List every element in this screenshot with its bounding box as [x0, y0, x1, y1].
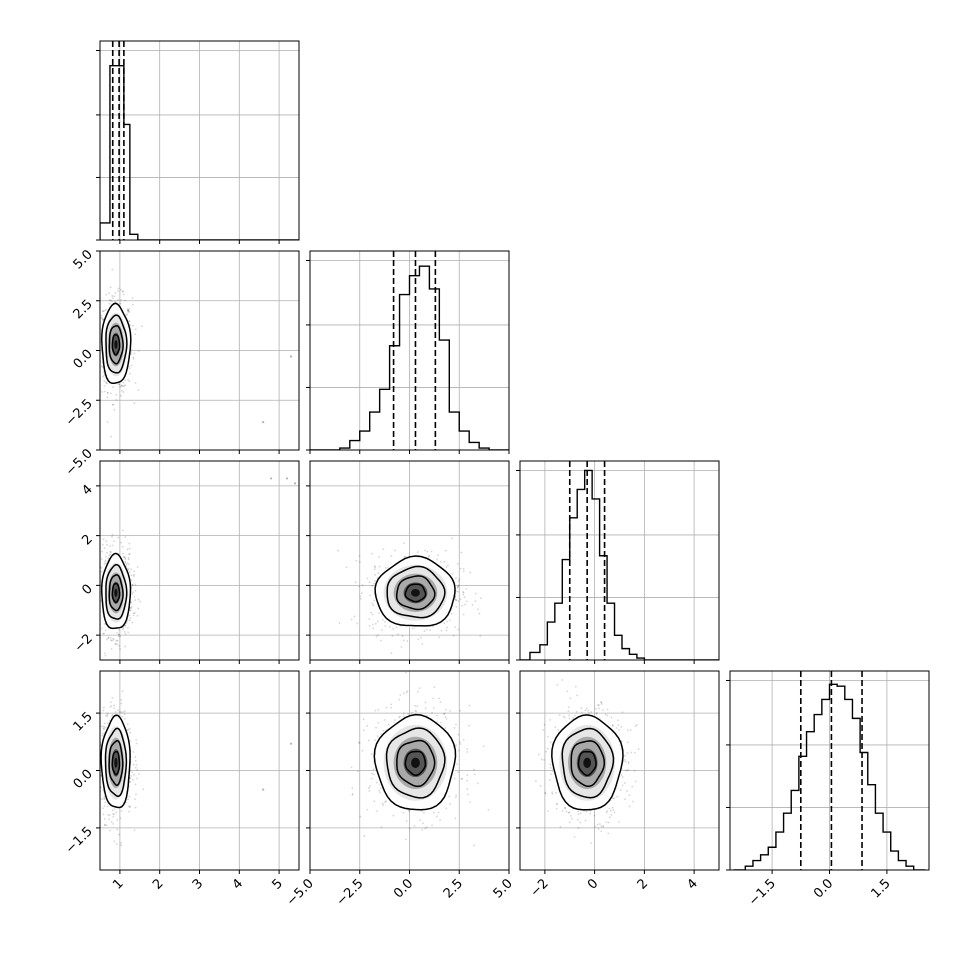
y-tick-label: 0.0 [71, 767, 96, 792]
x-tick-label: 0 [585, 876, 601, 892]
x-tick-label: −2 [528, 876, 552, 900]
contour-line-2 [570, 740, 606, 788]
outlier-point [262, 421, 265, 424]
x-tick-label: 3 [190, 876, 206, 892]
outlier-point [262, 788, 265, 791]
axes-frame [519, 460, 720, 661]
outlier-point [270, 477, 273, 480]
y-tick-label: 2.5 [71, 297, 96, 322]
histogram-panel-1 [306, 250, 510, 454]
contour-line-2 [108, 325, 124, 365]
histogram-panel-3: −1.5 0.0 1.5 [726, 670, 930, 909]
outlier-point [293, 482, 297, 485]
contour-line-2 [108, 740, 124, 787]
contour-line-1 [105, 314, 128, 374]
y-tick-label: −5.0 [63, 446, 96, 479]
density-level [114, 340, 118, 349]
x-tick-label: 2 [635, 876, 651, 892]
histogram-step-3 [733, 683, 926, 870]
contour-line-2 [108, 574, 124, 612]
contour-line-0 [374, 555, 456, 627]
density-panel-2-0: 4 2 0 −2 [72, 460, 300, 664]
contour-line-1 [561, 727, 615, 799]
density-level [114, 588, 118, 597]
y-tick-label: 2 [79, 532, 95, 548]
x-tick-label: 0.0 [391, 876, 416, 901]
contour-line-1 [385, 727, 446, 799]
x-tick-label: −2.5 [334, 876, 367, 909]
density-level [411, 757, 420, 769]
contour-line-3 [111, 582, 121, 604]
contour-line-1 [105, 563, 128, 620]
x-tick-label: 5.0 [491, 876, 516, 901]
contour-line-2 [395, 575, 436, 611]
y-tick-label: −1.5 [63, 824, 96, 857]
contour-line-0 [551, 714, 624, 811]
y-tick-label: −2 [72, 631, 96, 655]
contour-line-3 [111, 750, 121, 776]
y-tick-label: 0.0 [71, 347, 96, 372]
contour-line-3 [577, 750, 597, 777]
x-tick-label: 5 [269, 876, 285, 892]
y-tick-label: 4 [79, 482, 95, 498]
contour-line-3 [111, 334, 121, 356]
histogram-step-2 [520, 469, 719, 660]
x-tick-label: 0.0 [811, 876, 836, 901]
histogram-step-1 [310, 265, 509, 450]
contour-line-0 [100, 714, 131, 809]
x-tick-label: −1.5 [746, 876, 779, 909]
histogram-panel-0 [96, 40, 300, 244]
density-level [583, 757, 591, 769]
contour-line-0 [100, 302, 132, 385]
density-panel-3-0: 1.5 0.0 −1.5 1 2 3 4 5 [63, 670, 300, 893]
outlier-point [289, 742, 293, 745]
x-tick-label: 4 [684, 876, 700, 892]
contour-line-0 [373, 713, 457, 811]
y-tick-label: 5.0 [71, 247, 96, 272]
contour-line-3 [404, 583, 427, 603]
y-tick-label: −2.5 [63, 396, 96, 429]
x-tick-label: −5.0 [284, 876, 317, 909]
histogram-panel-2 [516, 460, 720, 664]
density-level [114, 757, 118, 768]
contour-line-1 [386, 565, 446, 619]
outlier-point [285, 477, 289, 480]
contour-line-1 [104, 727, 128, 797]
x-tick-label: 2 [150, 876, 166, 892]
outlier-point [289, 355, 293, 358]
y-tick-label: 1.5 [71, 709, 96, 734]
x-tick-label: 1.5 [868, 876, 893, 901]
density-panel-3-2: −2 0 2 4 [516, 670, 720, 900]
x-tick-label: 1 [110, 876, 126, 892]
density-panel-3-1: −5.0 −2.5 0.0 2.5 5.0 [284, 670, 516, 909]
contour-line-0 [100, 552, 132, 630]
density-level [411, 589, 420, 597]
y-tick-label: 0 [79, 582, 95, 598]
x-tick-label: 4 [230, 876, 246, 892]
contour-line-2 [396, 739, 436, 788]
density-panel-2-1 [306, 460, 510, 664]
contour-line-3 [404, 750, 427, 777]
x-tick-label: 2.5 [441, 876, 466, 901]
density-panel-1-0: 5.0 2.5 0.0 −2.5 −5.0 [63, 247, 300, 479]
